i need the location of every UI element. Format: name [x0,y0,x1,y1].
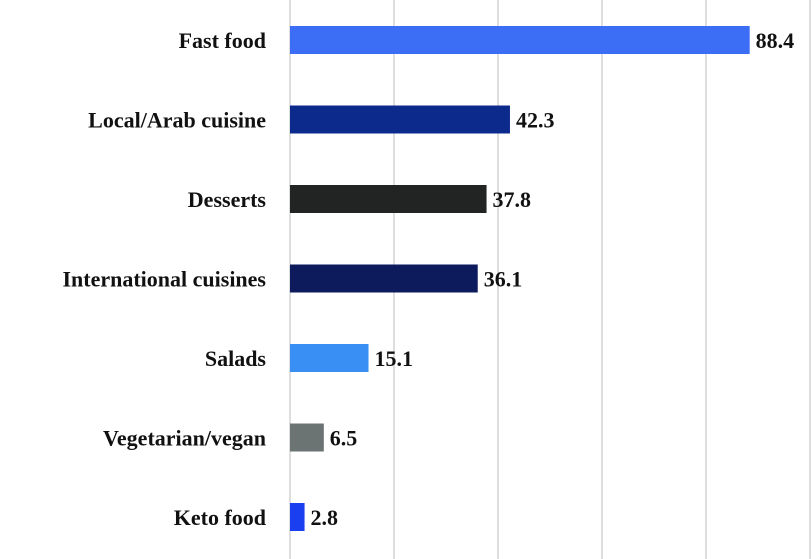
value-label: 6.5 [330,426,358,451]
value-label: 37.8 [493,187,532,212]
category-label: Salads [205,346,267,371]
value-label: 42.3 [516,108,555,133]
gridlines [289,0,811,559]
bar [290,264,478,293]
category-label: Desserts [188,187,267,212]
value-label: 36.1 [484,267,522,292]
value-label: 2.8 [311,505,339,530]
category-labels: Fast food Local/Arab cuisine Desserts Inter… [62,28,266,530]
value-label: 88.4 [756,28,795,53]
category-label: Local/Arab cuisine [88,108,266,133]
bar [290,26,750,54]
value-labels: 88.4 42.3 37.8 36.1 15.1 6.5 2.8 [311,28,795,530]
category-label: Keto food [174,505,266,530]
bar [290,344,369,372]
bar [290,185,487,213]
bar [290,423,324,452]
category-label: Vegetarian/vegan [103,426,266,451]
bar [290,105,510,134]
category-label: Fast food [179,28,266,53]
bar [290,503,305,531]
category-label: International cuisines [62,267,266,292]
value-label: 15.1 [375,346,414,371]
bars [290,26,750,531]
